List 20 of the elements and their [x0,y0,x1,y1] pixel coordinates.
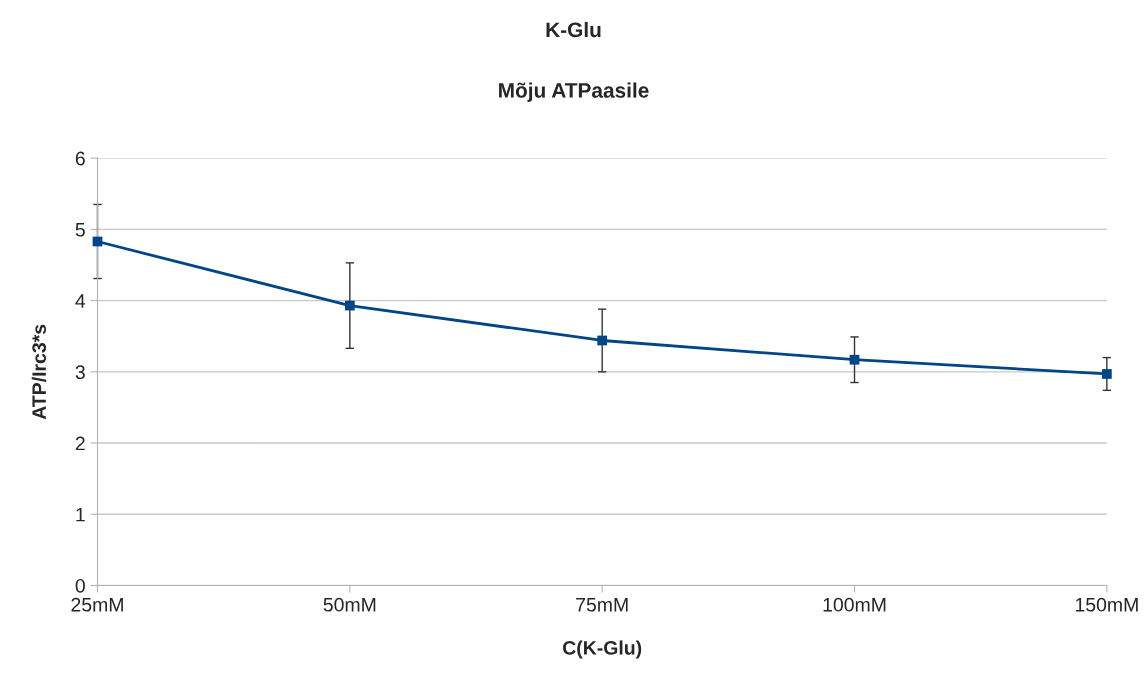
point [344,300,355,311]
y-axis-title: ATP/Irc3*s [31,324,47,420]
x-tick-label: 75mM [576,598,628,612]
x-tick-label: 150mM [1075,597,1138,612]
x-tick-label: 25mM [71,597,123,612]
point [1101,369,1112,379]
y-tick-label: 0 [75,578,85,593]
y-tick-label: 4 [75,294,86,308]
y-tick-label: 1 [76,507,85,522]
chart-subtitle: Mõju ATPaasile [499,82,649,102]
y-tick-label: 6 [75,151,85,166]
y-tick-label: 5 [75,223,85,237]
y-tick-label: 3 [75,365,85,380]
chart-title: K-Glu [546,21,601,38]
y-tick-label: 2 [75,436,85,451]
point [849,354,860,365]
x-axis-title: C(K-Glu) [563,640,642,659]
x-tick-label: 100mM [823,597,886,612]
x-tick-label: 50mM [323,597,376,612]
point [597,335,608,346]
